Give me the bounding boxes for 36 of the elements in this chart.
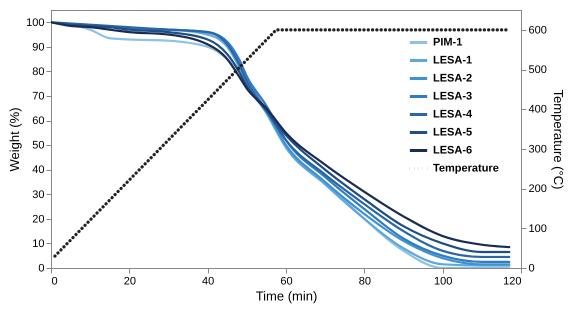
y-tick-label: 60 (32, 115, 44, 128)
x-axis-title: Time (min) (256, 288, 318, 304)
legend-label: LESA-1 (433, 54, 472, 66)
legend-label: LESA-6 (433, 144, 472, 156)
x-tick-label: 40 (202, 276, 214, 288)
y-tick-label: 0 (38, 262, 44, 274)
x-tick-label: 120 (503, 276, 522, 288)
legend-label: LESA-3 (433, 90, 472, 102)
y2-tick-label: 600 (528, 24, 547, 36)
x-tick-label: 60 (280, 276, 293, 288)
x-tick-label: 100 (434, 276, 452, 288)
x-tick-label: 0 (52, 276, 58, 288)
y2-tick-label: 500 (528, 64, 547, 76)
y-axis-title: Weight (%) (7, 107, 22, 172)
legend-label: LESA-4 (433, 108, 473, 120)
y2-axis-title: Temperature (°C) (550, 90, 566, 190)
y2-tick-label: 400 (528, 104, 547, 116)
y2-tick-label: 200 (528, 183, 547, 196)
y-tick-label: 50 (32, 140, 44, 152)
legend-label: LESA-2 (433, 72, 472, 84)
y-tick-label: 30 (32, 188, 44, 201)
legend-label: PIM-1 (433, 36, 462, 48)
y-tick-label: 20 (32, 213, 44, 226)
y2-tick-label: 300 (528, 143, 547, 156)
y-tick-label: 10 (32, 238, 44, 250)
y-tick-label: 40 (32, 164, 44, 176)
legend-label: Temperature (433, 162, 499, 174)
y-tick-label: 90 (32, 41, 44, 54)
y-tick-label: 80 (32, 66, 44, 78)
y2-tick-label: 100 (528, 222, 547, 235)
y-tick-label: 70 (32, 90, 44, 102)
y2-tick-label: 0 (528, 262, 535, 274)
x-tick-label: 20 (124, 276, 136, 288)
legend-label: LESA-5 (433, 126, 472, 138)
y-tick-label: 100 (26, 16, 44, 29)
x-tick-label: 80 (358, 276, 371, 288)
